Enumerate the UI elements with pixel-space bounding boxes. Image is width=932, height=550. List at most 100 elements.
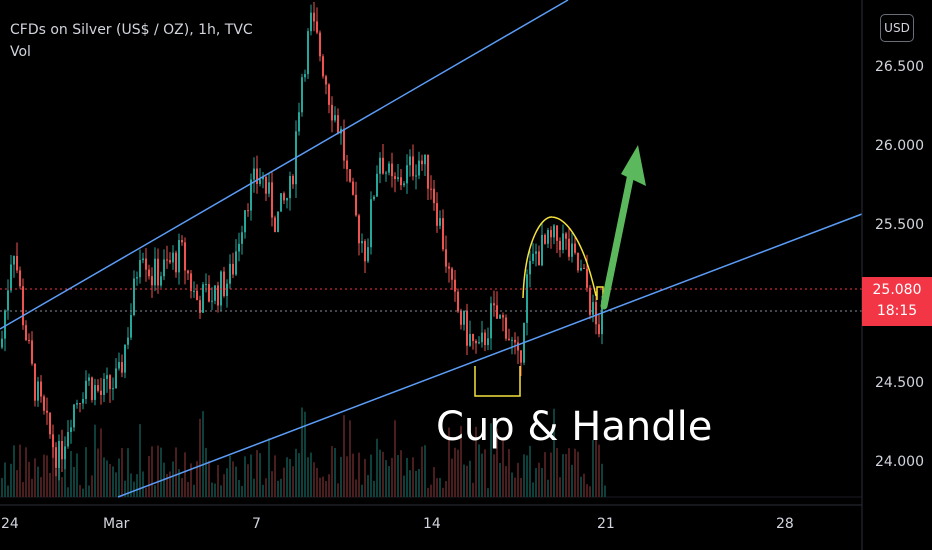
candle-body bbox=[16, 256, 18, 271]
volume-bar bbox=[10, 463, 12, 497]
volume-bar bbox=[538, 462, 540, 497]
volume-bar bbox=[319, 477, 321, 497]
price-axis[interactable]: 26.500 26.000 25.500 24.500 24.000 bbox=[861, 0, 924, 550]
candle-body bbox=[31, 340, 33, 364]
time-tick: Mar bbox=[103, 516, 130, 532]
candle-body bbox=[277, 211, 279, 233]
candle-body bbox=[193, 290, 195, 292]
candle-body bbox=[445, 249, 447, 267]
volume-bar bbox=[415, 470, 417, 497]
volume-bar bbox=[400, 450, 402, 497]
volume-bar bbox=[193, 484, 195, 497]
volume-bar bbox=[118, 458, 120, 497]
candle-body bbox=[568, 238, 570, 257]
candle-body bbox=[238, 243, 240, 252]
candle-body bbox=[217, 285, 219, 306]
candle-body bbox=[184, 242, 186, 271]
volume-bar bbox=[184, 452, 186, 497]
candle-body bbox=[190, 273, 192, 291]
volume-bar bbox=[16, 470, 18, 497]
volume-bar bbox=[571, 464, 573, 497]
candle-body bbox=[535, 251, 537, 254]
volume-bar bbox=[235, 466, 237, 497]
volume-bar bbox=[511, 472, 513, 497]
volume-bar bbox=[574, 448, 576, 497]
time-tick: 7 bbox=[252, 516, 261, 532]
candle-body bbox=[487, 338, 489, 346]
volume-bar bbox=[487, 488, 489, 497]
volume-bar bbox=[187, 481, 189, 497]
volume-bar bbox=[430, 484, 432, 497]
candle-body bbox=[496, 305, 498, 319]
trendlines[interactable] bbox=[0, 0, 863, 498]
candle-body bbox=[229, 263, 231, 284]
volume-bar bbox=[454, 447, 456, 497]
cup-arc bbox=[522, 216, 597, 299]
candle-body bbox=[139, 260, 141, 278]
volume-bar bbox=[424, 445, 426, 497]
volume-bar bbox=[322, 476, 324, 497]
volume-bar bbox=[469, 460, 471, 497]
candle-body bbox=[70, 427, 72, 432]
candle-body bbox=[157, 258, 159, 286]
pattern-annotation[interactable]: Cup & Handle bbox=[436, 404, 713, 450]
breakout-arrow[interactable] bbox=[600, 145, 646, 310]
candle-body bbox=[13, 256, 15, 265]
volume-bar bbox=[397, 455, 399, 497]
volume-bar bbox=[133, 481, 135, 497]
volume-bar bbox=[157, 445, 159, 497]
time-tick: 24 bbox=[1, 516, 19, 532]
volume-bar bbox=[130, 473, 132, 497]
candle-body bbox=[403, 183, 405, 186]
candle-body bbox=[109, 375, 111, 390]
candle-body bbox=[208, 284, 210, 302]
candle-body bbox=[160, 276, 162, 286]
volume-bar bbox=[595, 411, 597, 497]
candle-body bbox=[502, 315, 504, 318]
volume-label[interactable]: Vol bbox=[10, 44, 31, 60]
candle-body bbox=[250, 179, 252, 211]
volume-bar bbox=[307, 457, 309, 497]
candle-body bbox=[169, 260, 171, 263]
candle-body bbox=[439, 218, 441, 226]
volume-bar bbox=[406, 457, 408, 497]
candle-body bbox=[196, 290, 198, 301]
volume-bar bbox=[526, 455, 528, 497]
volume-bar bbox=[289, 459, 291, 497]
volume-bar bbox=[313, 462, 315, 497]
volume-bar bbox=[76, 453, 78, 497]
candle-body bbox=[418, 160, 420, 176]
volume-bar bbox=[22, 482, 24, 497]
volume-bar bbox=[580, 476, 582, 497]
chart-legend[interactable]: CFDs on Silver (US$ / OZ), 1h, TVC Vol bbox=[10, 22, 253, 60]
candle-body bbox=[166, 259, 168, 261]
volume-bar bbox=[463, 464, 465, 497]
last-price: 25.080 bbox=[872, 282, 922, 298]
volume-bar bbox=[283, 467, 285, 497]
volume-bar bbox=[403, 475, 405, 497]
volume-bar bbox=[304, 411, 306, 497]
volume-bar bbox=[277, 480, 279, 497]
volume-bar bbox=[214, 483, 216, 497]
candle-body bbox=[454, 279, 456, 292]
currency-button[interactable]: USD bbox=[880, 14, 914, 42]
volume-bar bbox=[388, 466, 390, 497]
candle-body bbox=[409, 156, 411, 166]
volume-bar bbox=[7, 485, 9, 497]
candle-body bbox=[583, 267, 585, 269]
volume-bar bbox=[40, 477, 42, 497]
candle-body bbox=[328, 84, 330, 105]
candle-body bbox=[364, 241, 366, 262]
volume-bar bbox=[109, 464, 111, 497]
price-tick: 25.500 bbox=[875, 217, 924, 233]
symbol-title[interactable]: CFDs on Silver (US$ / OZ), 1h, TVC bbox=[10, 22, 253, 38]
volume-bar bbox=[217, 465, 219, 497]
candle-body bbox=[373, 196, 375, 200]
candle-body bbox=[61, 441, 63, 460]
volume-bar bbox=[460, 425, 462, 497]
candle-body bbox=[205, 284, 207, 286]
volume-bar bbox=[259, 453, 261, 497]
time-axis[interactable]: 24 Mar 7 14 21 28 bbox=[0, 504, 862, 532]
candle-body bbox=[307, 31, 309, 75]
